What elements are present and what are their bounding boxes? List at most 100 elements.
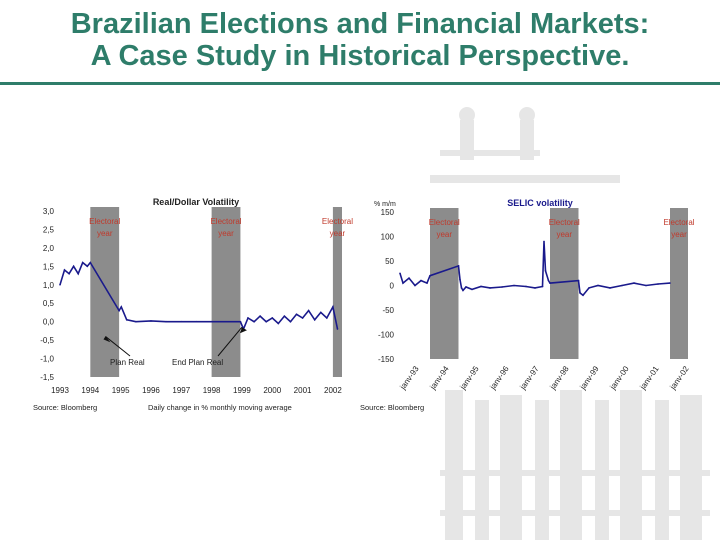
x-tick-label: 1993 xyxy=(51,386,69,395)
electoral-year-label: year xyxy=(330,229,346,238)
series-point xyxy=(259,315,261,317)
x-tick-label: janv-96 xyxy=(488,364,511,392)
series-point xyxy=(513,284,515,287)
chart-note: Daily change in % monthly moving average xyxy=(148,403,292,412)
series-point xyxy=(239,320,242,323)
series-point xyxy=(549,282,551,284)
series-point xyxy=(462,289,464,292)
series-point xyxy=(408,277,410,279)
y-tick-label: 2,5 xyxy=(43,225,55,234)
annotation-label: End Plan Real xyxy=(172,358,223,367)
series-point xyxy=(72,265,75,268)
series-point xyxy=(135,320,137,323)
electoral-year-label: Electoral xyxy=(210,217,241,226)
x-tick-label: 1995 xyxy=(112,386,130,395)
chart-source: Source: Bloomberg xyxy=(360,403,424,412)
series-point xyxy=(669,282,671,284)
y-tick-label: -1,0 xyxy=(40,355,54,364)
series-point xyxy=(86,265,89,268)
electoral-year-label: Electoral xyxy=(89,217,120,226)
series-point xyxy=(319,311,322,314)
electoral-year-label: Electoral xyxy=(549,218,580,227)
series-point xyxy=(544,270,547,272)
series-point xyxy=(579,292,581,294)
series-point xyxy=(210,320,213,323)
series-point xyxy=(633,282,635,284)
series-point xyxy=(489,287,491,289)
x-tick-label: janv-94 xyxy=(428,364,451,392)
y-tick-label: 50 xyxy=(385,257,394,266)
x-tick-label: 2001 xyxy=(294,386,312,395)
electoral-year-label: year xyxy=(556,230,572,239)
series-point xyxy=(120,306,123,308)
series-point xyxy=(63,269,66,271)
x-tick-label: janv-02 xyxy=(668,364,691,392)
x-tick-label: 2000 xyxy=(263,386,281,395)
series-point xyxy=(597,284,599,287)
x-tick-label: 1998 xyxy=(203,386,221,395)
title-divider xyxy=(0,82,720,85)
y-tick-label: 150 xyxy=(381,208,395,217)
series-point xyxy=(459,278,461,281)
series-point xyxy=(525,285,527,288)
x-tick-label: janv-95 xyxy=(458,364,481,392)
series-point xyxy=(277,322,280,325)
slide-title-line2: A Case Study in Historical Perspective. xyxy=(90,40,630,72)
series-point xyxy=(402,282,404,284)
annotation-arrowhead xyxy=(103,336,111,343)
chart-title: Real/Dollar Volatility xyxy=(153,197,239,207)
series-point xyxy=(414,284,416,287)
series-point xyxy=(460,287,463,289)
x-tick-label: janv-99 xyxy=(578,364,601,392)
y-tick-label: -100 xyxy=(378,331,395,340)
series-point xyxy=(180,320,183,323)
series-point xyxy=(543,240,545,243)
annotation-arrow xyxy=(217,326,243,357)
y-tick-label: 100 xyxy=(381,233,395,242)
series-point xyxy=(501,286,503,288)
annotation-arrow xyxy=(105,336,131,357)
series-point xyxy=(457,265,460,267)
y-tick-label: 1,0 xyxy=(43,281,55,290)
series-point xyxy=(336,328,339,330)
x-tick-label: 1996 xyxy=(142,386,160,395)
series-point xyxy=(399,272,401,275)
x-tick-label: janv-93 xyxy=(398,364,421,392)
series-point xyxy=(265,320,267,323)
electoral-year-label: year xyxy=(97,229,113,238)
series-point xyxy=(118,309,120,312)
y-tick-label: -0,5 xyxy=(40,336,54,345)
electoral-year-band xyxy=(670,208,688,359)
electoral-year-band xyxy=(211,207,241,377)
series-point xyxy=(609,287,611,289)
series-point xyxy=(426,282,428,284)
x-tick-label: 1997 xyxy=(172,386,190,395)
x-tick-label: 1994 xyxy=(81,386,99,395)
series-point xyxy=(429,274,431,277)
electoral-year-label: Electoral xyxy=(429,218,460,227)
series-point xyxy=(301,317,304,319)
series-point xyxy=(465,286,467,288)
annotation-arrowhead xyxy=(239,327,247,334)
electoral-year-band xyxy=(430,208,459,359)
x-tick-label: 1999 xyxy=(233,386,251,395)
series-point xyxy=(125,319,128,321)
slide-title: Brazilian Elections and Financial Market… xyxy=(0,8,720,72)
series-point xyxy=(332,306,334,308)
series-point xyxy=(59,283,61,286)
series-point xyxy=(150,320,152,322)
electoral-year-band xyxy=(332,207,342,377)
electoral-year-label: year xyxy=(671,230,687,239)
series-point xyxy=(81,261,84,264)
series-point xyxy=(326,317,328,319)
series-point xyxy=(195,320,198,323)
series-point xyxy=(77,272,79,275)
series-point xyxy=(480,285,482,288)
slide-title-line1: Brazilian Elections and Financial Market… xyxy=(70,8,650,40)
series-point xyxy=(547,279,550,282)
series-point xyxy=(588,287,590,289)
electoral-year-label: Electoral xyxy=(322,217,353,226)
series-point xyxy=(247,317,249,319)
x-tick-label: janv-97 xyxy=(518,364,541,392)
